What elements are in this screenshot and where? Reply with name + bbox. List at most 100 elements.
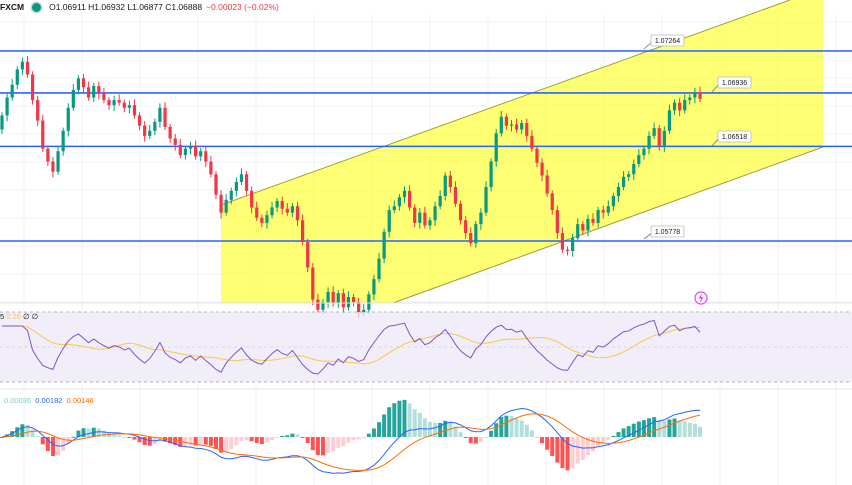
- candle-body: [453, 187, 458, 204]
- macd-histogram-bar: [30, 429, 35, 437]
- ascending-channel[interactable]: [221, 0, 823, 303]
- candle-body: [443, 175, 447, 196]
- macd-histogram-bar: [193, 437, 198, 446]
- macd-histogram-bar: [366, 433, 371, 437]
- candle-body: [20, 61, 24, 70]
- candle-body: [362, 309, 366, 313]
- macd-histogram-bar: [672, 418, 677, 437]
- candle: [158, 103, 162, 128]
- candle-body: [270, 207, 274, 216]
- candle-body: [209, 161, 213, 175]
- candle: [484, 181, 488, 216]
- candle-body: [683, 100, 687, 111]
- candle: [46, 145, 50, 166]
- lightning-icon[interactable]: [694, 291, 708, 305]
- candle: [627, 171, 631, 182]
- candle-body: [87, 87, 91, 98]
- candle: [250, 186, 254, 214]
- macd-histogram-bar: [142, 437, 147, 446]
- candle: [270, 201, 274, 219]
- candle-body: [698, 92, 702, 99]
- macd-histogram-bar: [35, 436, 40, 438]
- macd-histogram-bar: [427, 421, 432, 437]
- candle-body: [285, 208, 289, 213]
- candle: [107, 96, 111, 110]
- candle: [76, 75, 81, 95]
- candle: [163, 102, 167, 131]
- candle: [229, 187, 233, 205]
- candle: [132, 99, 137, 119]
- candle-body: [382, 231, 386, 259]
- candle: [637, 149, 641, 168]
- candle-body: [586, 219, 590, 231]
- macd-histogram-bar: [127, 437, 132, 438]
- candle-body: [520, 123, 524, 130]
- market-status-icon[interactable]: [32, 2, 42, 12]
- candle: [504, 113, 508, 131]
- macd-histogram-bar: [40, 437, 45, 445]
- macd-histogram-bar: [473, 437, 478, 444]
- tag-label: 1.05778: [655, 229, 680, 236]
- candle: [66, 103, 70, 137]
- candle-body: [606, 206, 610, 213]
- candle: [219, 190, 223, 219]
- candle-body: [616, 187, 621, 196]
- candle-body: [219, 194, 223, 213]
- horizontal-levels[interactable]: [0, 0, 852, 304]
- candle-body: [255, 207, 259, 218]
- candle: [0, 112, 4, 134]
- macd-histogram-bar: [484, 437, 489, 438]
- symbol-name[interactable]: FXCM: [0, 2, 25, 12]
- candle: [601, 205, 605, 219]
- macd-histogram-bar: [25, 424, 30, 437]
- candle: [15, 66, 19, 90]
- candle-body: [560, 233, 565, 250]
- candle-body: [550, 193, 554, 211]
- candle: [275, 197, 279, 212]
- candle-body: [224, 199, 228, 213]
- candle-body: [137, 115, 142, 126]
- macd-histogram-bar: [315, 437, 320, 455]
- candle-body: [357, 302, 361, 313]
- candle-body: [244, 174, 249, 191]
- channel-lower-line[interactable]: [392, 146, 824, 304]
- candle: [514, 118, 519, 133]
- candle: [143, 121, 147, 142]
- candle: [306, 238, 310, 273]
- candle-body: [56, 151, 60, 172]
- macd-histogram-bar: [254, 437, 259, 443]
- candle-body: [601, 210, 605, 213]
- candle-body: [392, 206, 396, 211]
- candle-body: [540, 162, 544, 176]
- candle: [71, 84, 75, 111]
- macd-legend[interactable]: 0.00036 0.00182 0.00146: [4, 396, 94, 405]
- macd-histogram-bar: [509, 416, 514, 437]
- macd-histogram-bar: [698, 426, 702, 437]
- tag-label: 1.06518: [722, 134, 747, 141]
- candle-body: [336, 293, 340, 304]
- candle: [438, 190, 442, 210]
- candle: [667, 104, 672, 134]
- candle: [36, 95, 40, 127]
- macd-histogram-bar: [71, 436, 76, 438]
- macd-histogram-bar: [346, 437, 351, 443]
- rsi-extra: ∅ ∅: [22, 312, 39, 321]
- candle: [61, 127, 65, 156]
- candle-body: [178, 144, 182, 156]
- candle-body: [387, 210, 391, 232]
- candle: [153, 118, 157, 136]
- macd-histogram-bar: [591, 437, 596, 452]
- macd-signal-value: 0.00146: [66, 396, 94, 405]
- ohlc-values: O1.06911 H1.06932 L1.06877 C1.06888: [49, 2, 203, 12]
- candle: [87, 81, 91, 101]
- macd-histogram-bar: [570, 437, 575, 469]
- channel-upper-line[interactable]: [220, 0, 791, 206]
- macd-histogram-bar: [636, 421, 641, 437]
- candle-body: [148, 130, 152, 136]
- macd-histogram-bar: [224, 437, 229, 452]
- candle-body: [438, 195, 442, 207]
- candle: [591, 213, 595, 227]
- macd-histogram-bar: [478, 437, 483, 443]
- rsi-legend[interactable]: 5 0.26 ∅ ∅: [0, 312, 38, 321]
